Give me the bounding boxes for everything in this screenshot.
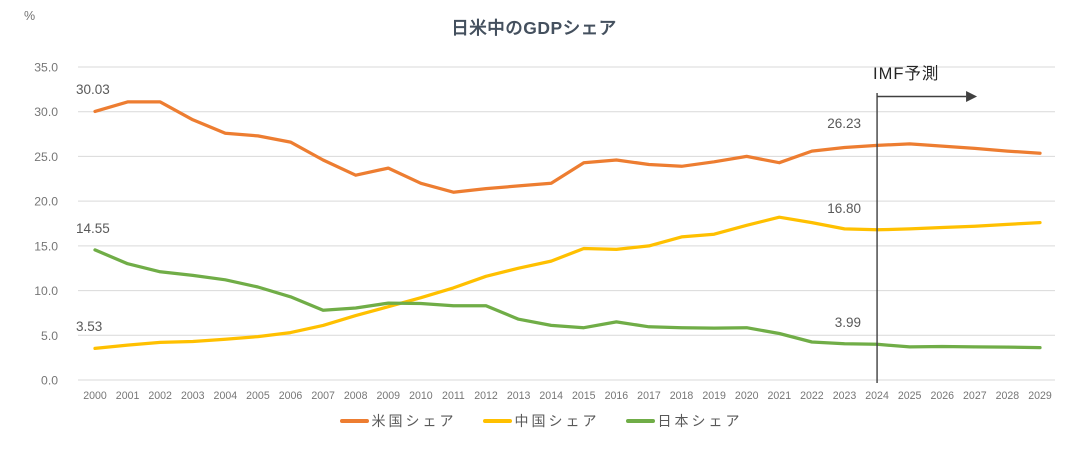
legend: 米国シェア 中国シェア 日本シェア bbox=[0, 411, 1082, 431]
x-tick-label: 2017 bbox=[637, 390, 661, 402]
y-tick-label: 5.0 bbox=[41, 329, 58, 343]
y-tick-label: 10.0 bbox=[34, 284, 58, 298]
x-tick-label: 2007 bbox=[311, 390, 335, 402]
forecast-label: IMF予測 bbox=[873, 65, 940, 83]
x-tick-label: 2024 bbox=[865, 390, 889, 402]
annotation-china-2024: 16.80 bbox=[827, 201, 861, 216]
x-tick-label: 2008 bbox=[344, 390, 368, 402]
y-tick-label: 35.0 bbox=[34, 61, 58, 75]
x-tick-label: 2014 bbox=[539, 390, 563, 402]
x-tick-label: 2005 bbox=[246, 390, 270, 402]
x-tick-label: 2023 bbox=[833, 390, 857, 402]
chart-title: 日米中のGDPシェア bbox=[451, 18, 617, 38]
y-axis-unit-label: % bbox=[24, 9, 36, 23]
y-tick-label: 30.0 bbox=[34, 105, 58, 119]
legend-item-china: 中国シェア bbox=[482, 411, 600, 431]
x-tick-label: 2021 bbox=[768, 390, 792, 402]
x-tick-label: 2011 bbox=[442, 390, 465, 402]
forecast-arrow-head bbox=[966, 91, 978, 102]
x-tick-label: 2012 bbox=[474, 390, 498, 402]
legend-label-us: 米国シェア bbox=[371, 413, 457, 429]
x-tick-label: 2025 bbox=[898, 390, 922, 402]
legend-label-china: 中国シェア bbox=[514, 413, 600, 429]
x-tick-label: 2022 bbox=[800, 390, 824, 402]
legend-label-japan: 日本シェア bbox=[657, 413, 743, 429]
x-tick-label: 2002 bbox=[148, 390, 172, 402]
series-line-japan bbox=[93, 248, 1042, 350]
legend-item-us: 米国シェア bbox=[339, 411, 457, 431]
annotation-us-2000: 30.03 bbox=[76, 82, 110, 97]
x-tick-label: 2018 bbox=[670, 390, 694, 402]
annotation-us-2024: 26.23 bbox=[827, 116, 861, 131]
y-tick-label: 25.0 bbox=[34, 150, 58, 164]
x-tick-label: 2010 bbox=[409, 390, 433, 402]
legend-swatch-japan bbox=[625, 419, 655, 423]
y-tick-label: 0.0 bbox=[41, 374, 58, 388]
y-tick-label: 20.0 bbox=[34, 195, 58, 209]
x-tick-label: 2020 bbox=[735, 390, 759, 402]
x-tick-label: 2009 bbox=[376, 390, 400, 402]
x-tick-label: 2015 bbox=[572, 390, 596, 402]
x-tick-label: 2028 bbox=[996, 390, 1020, 402]
legend-swatch-us bbox=[339, 419, 369, 423]
legend-swatch-china bbox=[482, 419, 512, 423]
annotation-japan-2024: 3.99 bbox=[834, 315, 861, 330]
y-tick-label: 15.0 bbox=[34, 239, 58, 253]
x-tick-label: 2016 bbox=[605, 390, 629, 402]
x-tick-label: 2026 bbox=[930, 390, 954, 402]
x-tick-label: 2013 bbox=[507, 390, 531, 402]
series-line-china bbox=[93, 215, 1042, 351]
x-tick-label: 2027 bbox=[963, 390, 987, 402]
x-tick-label: 2006 bbox=[279, 390, 303, 402]
x-tick-label: 2000 bbox=[83, 390, 107, 402]
series-line-us bbox=[93, 100, 1042, 194]
annotation-china-2000: 3.53 bbox=[76, 319, 103, 334]
x-tick-label: 2003 bbox=[181, 390, 205, 402]
x-tick-label: 2001 bbox=[116, 390, 140, 402]
x-tick-label: 2004 bbox=[214, 390, 238, 402]
x-tick-label: 2019 bbox=[702, 390, 726, 402]
x-tick-label: 2029 bbox=[1028, 390, 1052, 402]
legend-item-japan: 日本シェア bbox=[625, 411, 743, 431]
annotation-japan-2000: 14.55 bbox=[76, 221, 110, 236]
